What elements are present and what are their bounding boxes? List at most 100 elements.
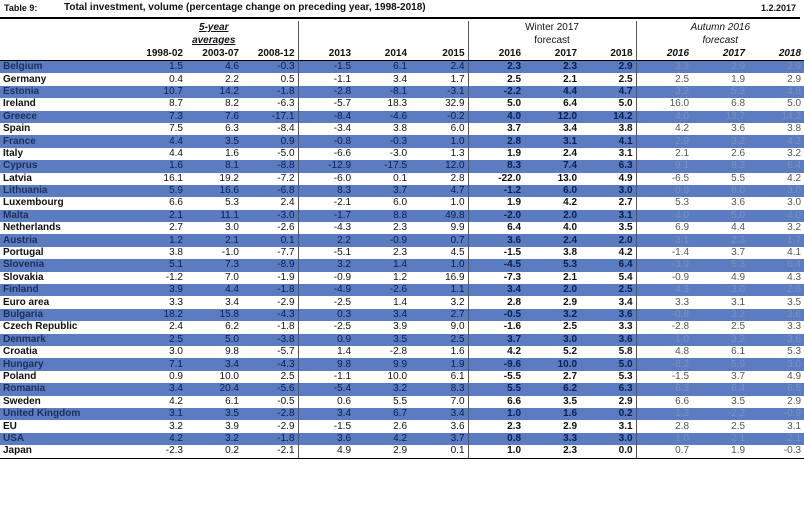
table-cell: 2.4: [563, 147, 578, 159]
country-label: Ireland: [3, 98, 36, 110]
table-cell: 2.5: [580, 284, 637, 297]
table-cell: -2.6: [277, 222, 295, 234]
country-label: Finland: [0, 284, 130, 297]
table-cell: 2.3: [692, 234, 749, 247]
group-header-row-1: 5-year Winter 2017 Autumn 2016: [0, 21, 804, 35]
table-cell: 6.1: [450, 370, 465, 382]
table-cell: 3.9: [130, 284, 186, 297]
table-cell: 2.2: [297, 234, 355, 247]
table-cell: 4.2: [563, 197, 578, 209]
table-cell: 3.1: [618, 147, 633, 159]
table-row: Portugal 3.8 -1.0 -7.7 -5.1 2.3 4.5 -1.5 3.8 4.2-…: [0, 246, 804, 260]
table-cell: -4.5: [467, 259, 525, 272]
winter-forecast-group-sublabel: forecast: [467, 35, 637, 47]
table-cell: 3.2: [635, 85, 693, 99]
autumn-forecast-group-sublabel: forecast: [635, 35, 804, 47]
table-cell: 3.5: [618, 222, 633, 234]
table-cell: 5.3: [225, 197, 239, 209]
table-cell: 3.1: [580, 209, 637, 223]
table-cell: 1.4: [297, 345, 355, 359]
table-row: Bulgaria 18.2 15.8 -4.3 0.3 3.4 2.7 -0.5 3.2 3.6-…: [0, 308, 804, 322]
table-cell: 0.1: [410, 445, 469, 459]
table-cell: 7.3: [130, 110, 186, 123]
table-cell: 4.4: [130, 135, 186, 148]
table-cell: 5.0: [186, 333, 242, 346]
table-cell: -2.8: [297, 85, 355, 99]
table-row: Lithuania 5.9 16.6 -6.8 8.3 3.7 4.7 -1.2 6.0 3.0 0…: [0, 184, 804, 198]
table-cell: -2.5: [297, 296, 355, 309]
table-cell: 6.1: [354, 60, 411, 74]
table-cell: 2.5: [563, 321, 578, 333]
column-header: 2018: [748, 47, 804, 61]
table-cell: 3.2: [297, 259, 355, 272]
table-cell: 4.7: [410, 184, 469, 198]
column-header-row: 1998-02 2003-07 2008-12 2013 2014 2015 2016 201…: [0, 47, 804, 61]
table-cell: -2.9: [277, 420, 295, 432]
table-cell: 3.0: [748, 358, 804, 371]
table-cell: 3.7: [410, 432, 469, 446]
table-cell: -8.1: [354, 85, 411, 99]
table-cell: 2.2: [225, 73, 239, 85]
table-cell: 1.0: [410, 259, 469, 272]
country-label: Spain: [3, 123, 31, 135]
table-cell: -1.8: [277, 321, 295, 333]
table-cell: -4.3: [242, 308, 299, 322]
table-row: Greece 7.3 7.6 -17.1 -8.4 -4.6 -0.2 4.0 12.0 14.2…: [0, 110, 804, 123]
table-cell: 4.2: [130, 432, 186, 446]
table-cell: 0.2: [580, 407, 637, 421]
table-cell: -1.8: [242, 284, 299, 297]
table-cell: 6.0: [393, 197, 408, 209]
table-cell: 2.1: [635, 147, 693, 161]
table-cell: 3.1: [787, 420, 802, 432]
table-cell: -0.5: [277, 395, 295, 407]
table-cell: 4.4: [731, 222, 746, 234]
table-cell: 7.1: [130, 358, 186, 371]
table-cell: 0.1: [393, 172, 408, 184]
table-cell: 3.3: [635, 296, 693, 309]
table-cell: 2.8: [635, 420, 693, 433]
table-cell: 3.7: [467, 333, 525, 346]
table-cell: -0.3: [748, 445, 804, 459]
table-cell: 5.0: [618, 98, 633, 110]
table-row: Cyprus 1.6 8.1 -8.8 -12.9 -17.5 12.0 8.3 7.4 6.3 9…: [0, 160, 804, 173]
country-label: Germany: [3, 73, 47, 85]
table-cell: 3.6: [748, 333, 804, 346]
table-cell: 4.0: [467, 110, 525, 123]
table-cell: -4.6: [354, 110, 411, 123]
table-cell: 7.4: [524, 160, 581, 173]
table-cell: -3.1: [410, 85, 469, 99]
country-label: Netherlands: [3, 222, 61, 234]
table-cell: 2.5: [280, 370, 295, 382]
table-cell: -6.6: [297, 147, 355, 161]
table-cell: 6.6: [467, 395, 525, 408]
table-cell: 2.1: [130, 209, 186, 223]
table-cell: 2.7: [410, 308, 469, 322]
title-rule: [0, 17, 800, 19]
table-cell: 8.1: [186, 160, 242, 173]
country-label: Lithuania: [0, 184, 130, 198]
table-cell: -3.9: [635, 259, 693, 272]
table-cell: 3.4: [186, 358, 242, 371]
table-cell: 2.7: [618, 197, 633, 209]
table-cell: 32.9: [445, 98, 465, 110]
table-cell: 0.2: [186, 445, 242, 459]
table-cell: 2.5: [130, 333, 186, 346]
table-cell: 1.9: [410, 358, 469, 371]
table-cell: 3.8: [563, 247, 578, 259]
table-cell: 6.1: [731, 346, 746, 358]
table-cell: 4.4: [524, 85, 581, 99]
table-cell: 2.5: [618, 73, 633, 85]
table-row: Malta 2.1 11.1 -3.0 -1.7 8.8 49.8 -2.0 2.0 3.1 4.0…: [0, 209, 804, 223]
table-cell: 14.2: [186, 85, 242, 99]
table-cell: 2.8: [467, 135, 525, 148]
table-cell: 5.1: [130, 259, 186, 272]
table-cell: 3.6: [297, 432, 355, 446]
table-cell: -5.1: [297, 246, 355, 260]
investment-table: 5-year Winter 2017 Autumn 2016 averages …: [0, 21, 804, 459]
table-cell: 3.6: [450, 420, 465, 432]
table-cell: 11.1: [186, 209, 242, 223]
table-cell: 5.3: [635, 197, 693, 210]
autumn-forecast-group-label: Autumn 2016: [635, 21, 804, 35]
table-cell: 1.2: [393, 271, 408, 283]
